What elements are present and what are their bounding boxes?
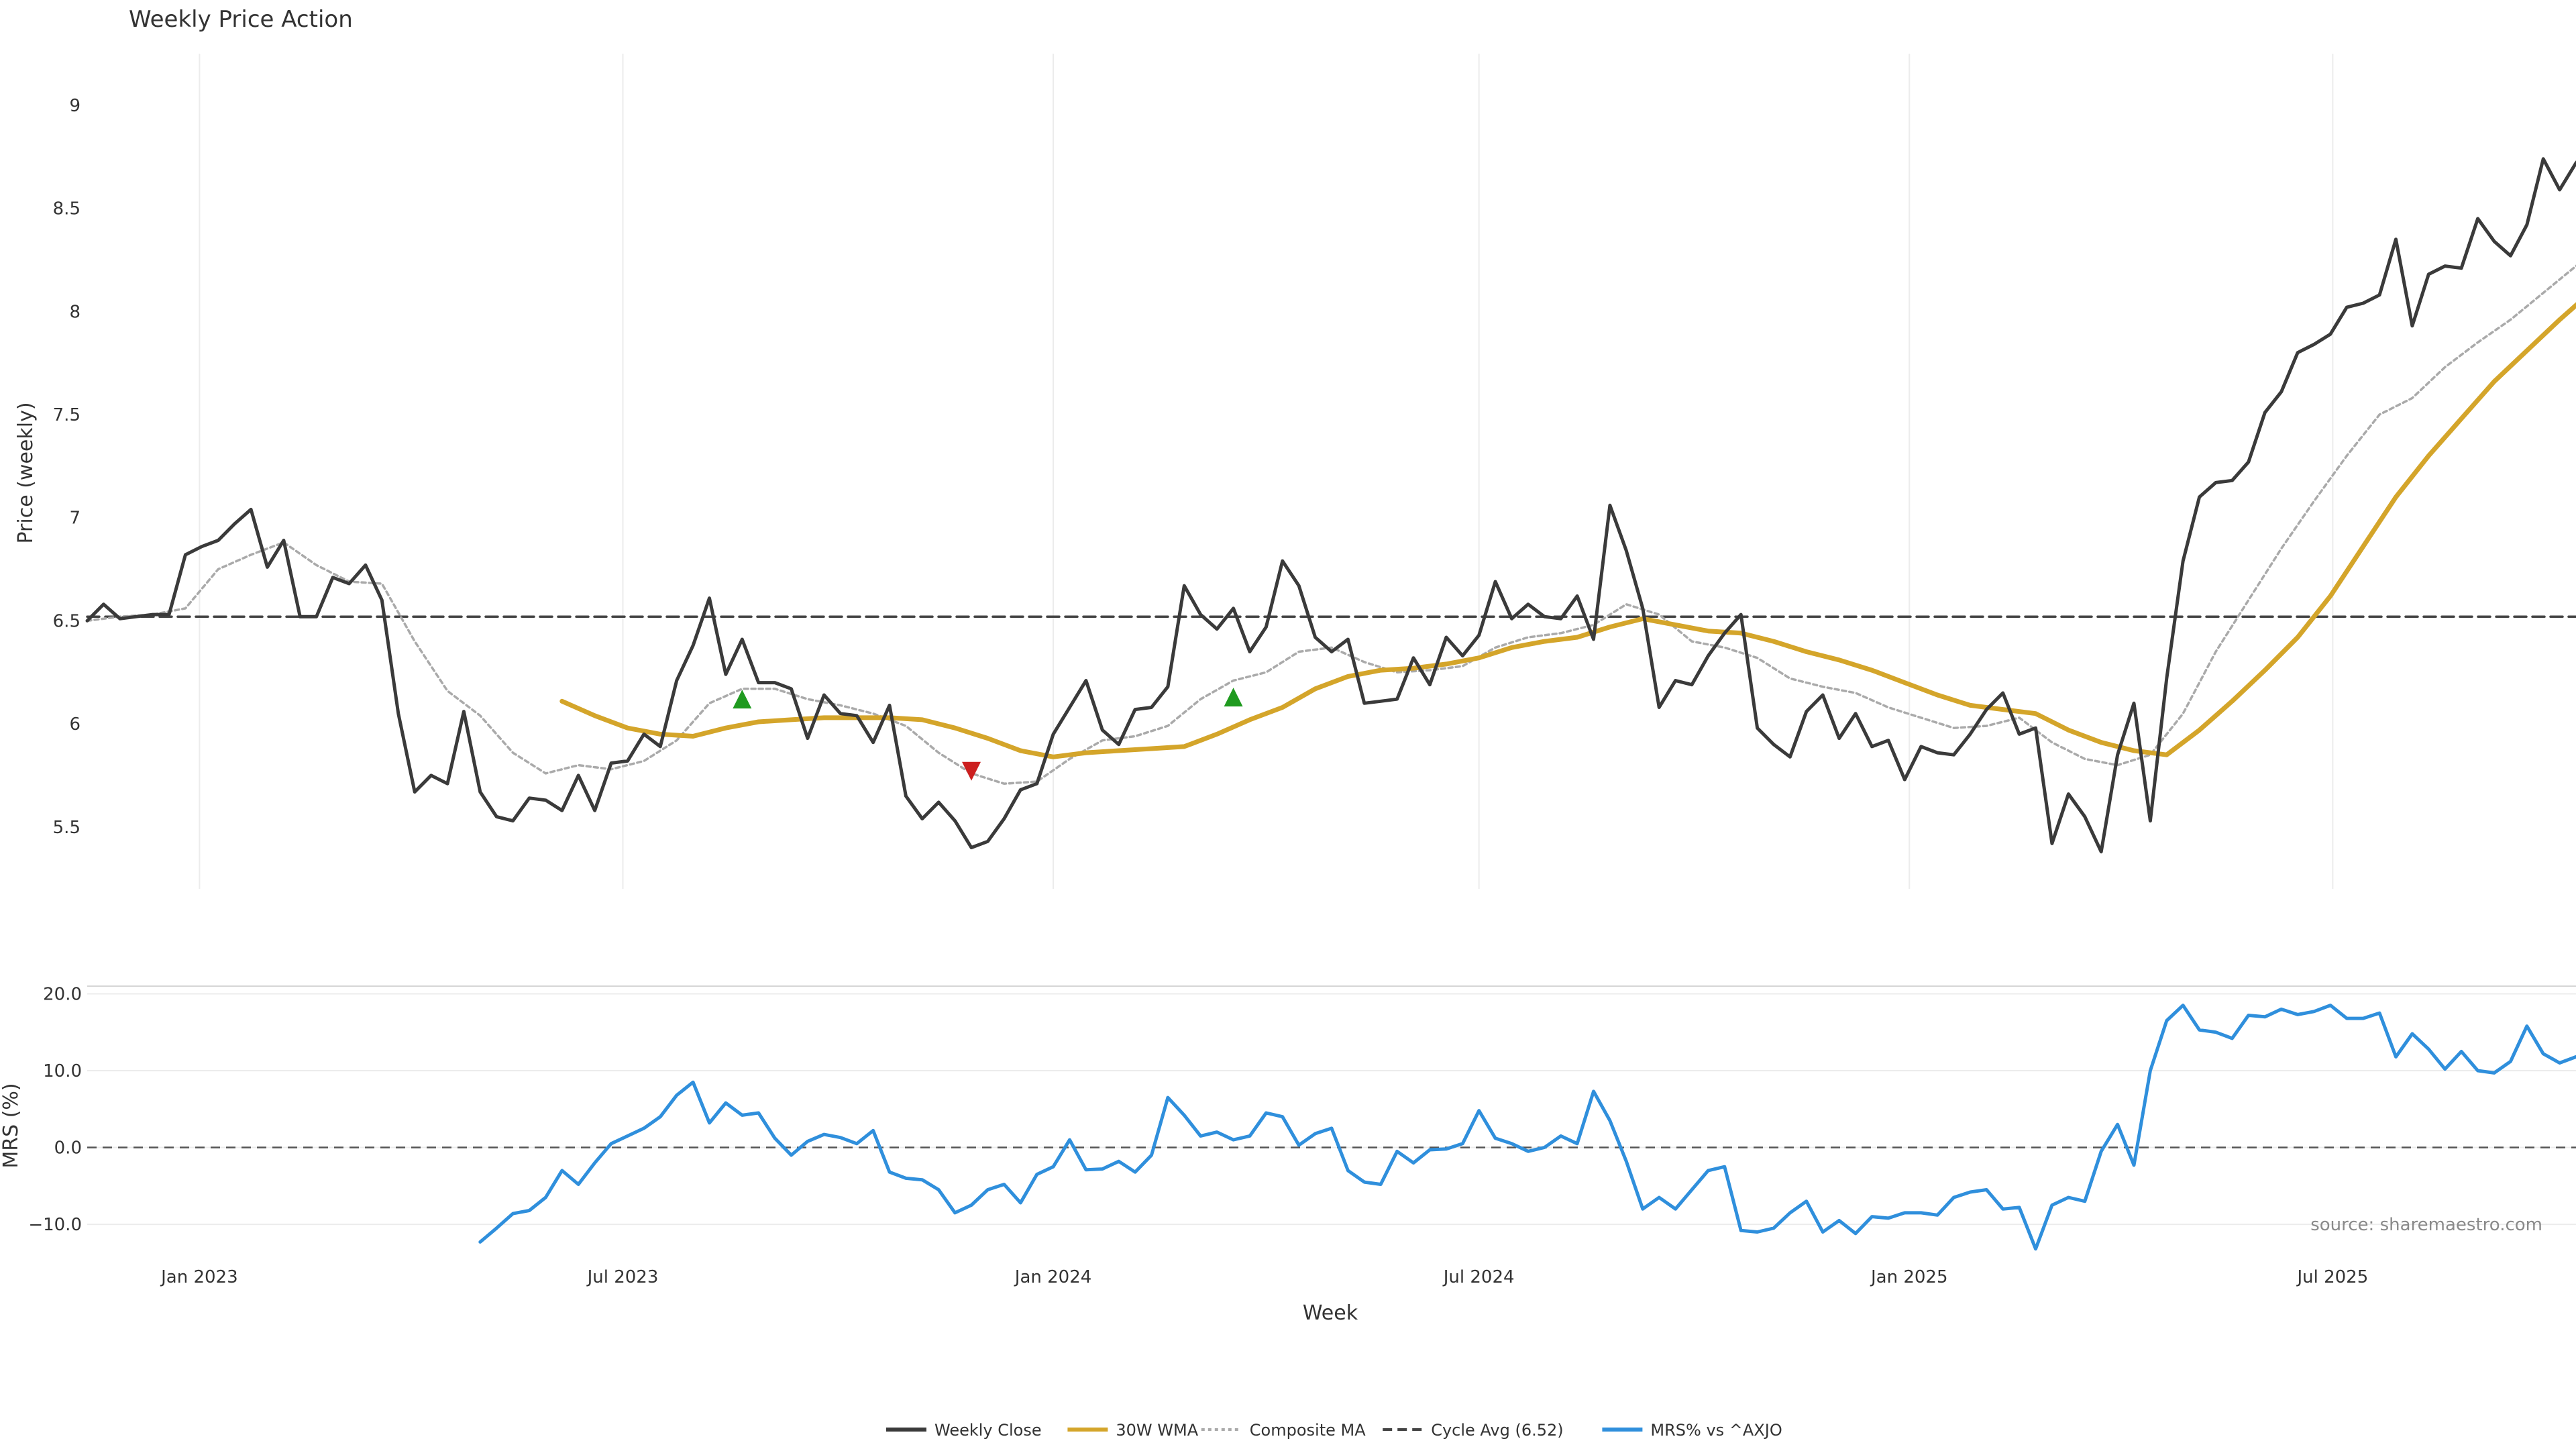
legend-label-cycle-avg-6-52: Cycle Avg (6.52)	[1431, 1421, 1563, 1440]
x-tick-label: Jul 2024	[1442, 1267, 1515, 1287]
x-tick-label: Jul 2025	[2296, 1267, 2368, 1287]
x-tick-label: Jan 2023	[160, 1267, 238, 1287]
legend-label-composite-ma: Composite MA	[1250, 1421, 1366, 1440]
series-mrs-vs-axjo	[478, 1004, 2576, 1251]
price-y-tick-label: 7	[69, 508, 80, 529]
price-y-tick-label: 6.5	[53, 611, 80, 631]
x-tick-label: Jan 2025	[1870, 1267, 1948, 1287]
price-gridlines	[199, 54, 2334, 889]
legend-label-weekly-close: Weekly Close	[934, 1421, 1042, 1440]
x-axis-title: Week	[1303, 1301, 1358, 1325]
price-y-tick-label: 8.5	[53, 199, 80, 219]
legend-label-mrs-vs-axjo: MRS% vs ^AXJO	[1650, 1421, 1782, 1440]
mrs-y-tick-label: −10.0	[28, 1215, 82, 1235]
price-series-lines	[85, 157, 2576, 854]
price-y-tick-label: 8	[69, 302, 80, 322]
mrs-y-tick-label: 10.0	[43, 1061, 82, 1081]
legend-label-30w-wma: 30W WMA	[1116, 1421, 1198, 1440]
mrs-y-tick-label: 0.0	[54, 1138, 82, 1159]
buy-signal-marker	[1224, 688, 1243, 707]
price-y-tick-label: 7.5	[53, 405, 80, 425]
price-y-tick-label: 9	[69, 96, 80, 116]
source-note: source: sharemaestro.com	[2310, 1215, 2542, 1235]
series-weekly-close	[85, 157, 2576, 854]
mrs-y-axis-title: MRS (%)	[0, 1083, 23, 1168]
series-composite-ma	[86, 264, 2576, 785]
price-y-tick-label: 6	[69, 714, 80, 735]
mrs-series-lines	[478, 1004, 2576, 1251]
chart-title: Weekly Price Action	[129, 6, 353, 33]
mrs-y-tick-label: 20.0	[43, 984, 82, 1004]
mrs-y-ticks: −10.0 0.0 10.0 20.0	[28, 984, 82, 1235]
x-tick-label: Jan 2024	[1014, 1267, 1092, 1287]
price-y-tick-label: 5.5	[53, 818, 80, 838]
buy-signal-marker	[733, 690, 752, 709]
price-y-axis-title: Price (weekly)	[14, 402, 38, 543]
price-y-ticks: 5.5 6 6.5 7 7.5 8 8.5 9	[53, 96, 80, 838]
x-tick-label: Jul 2023	[586, 1267, 659, 1287]
legend: Weekly Close 30W WMA Composite MA Cycle Avg…	[886, 1421, 1782, 1440]
sell-signal-marker	[962, 761, 981, 781]
x-axis-ticks: Jan 2023 Jul 2023 Jan 2024 Jul 2024 Jan 2025…	[160, 1267, 2368, 1287]
signal-markers	[733, 688, 1243, 781]
series-30w-wma	[559, 302, 2576, 759]
